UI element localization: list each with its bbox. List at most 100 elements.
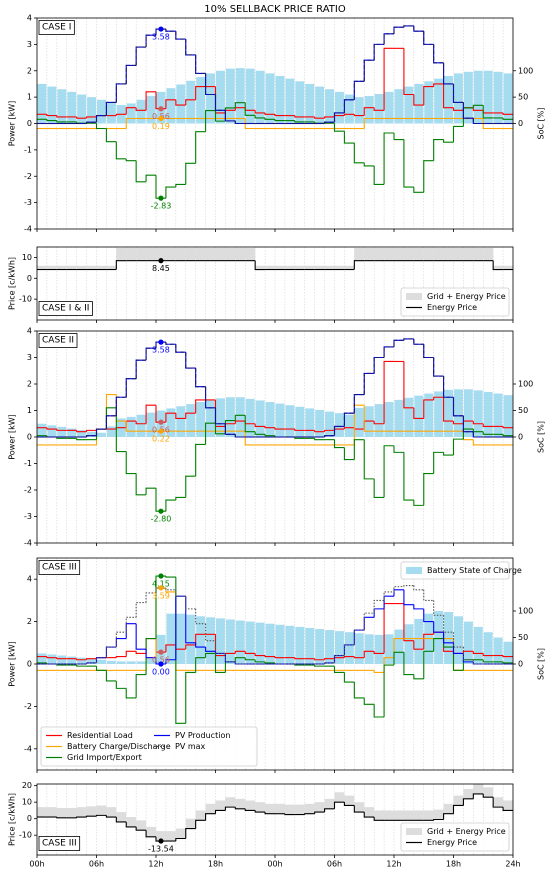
step-segment bbox=[165, 644, 176, 653]
step-segment bbox=[472, 118, 484, 125]
step-segment bbox=[115, 407, 127, 453]
step-segment bbox=[224, 423, 236, 435]
price-band bbox=[473, 784, 484, 794]
step-segment bbox=[195, 657, 206, 673]
x-tick-label: 06h bbox=[89, 860, 104, 869]
price-band bbox=[106, 807, 117, 818]
panel: 00h 06h 12h 18h 00h 06h 12h 18h 24h -10 0 10 20 Price… bbox=[8, 781, 521, 868]
step-segment bbox=[373, 356, 385, 374]
price-band bbox=[354, 248, 365, 261]
step-segment bbox=[185, 596, 196, 610]
step-segment bbox=[443, 83, 454, 109]
price-band bbox=[195, 810, 206, 821]
soc-bar bbox=[146, 96, 156, 124]
price-band bbox=[334, 265, 345, 270]
step-segment bbox=[86, 429, 97, 432]
step-segment bbox=[472, 431, 484, 438]
step-segment bbox=[244, 651, 256, 654]
y-tick-label: -4 bbox=[24, 744, 32, 753]
soc-bar bbox=[166, 613, 176, 664]
step-segment bbox=[165, 342, 176, 345]
soc-bar bbox=[57, 89, 67, 124]
soc-bar bbox=[136, 414, 146, 437]
x-tick-label: 00h bbox=[267, 860, 282, 869]
step-segment bbox=[304, 813, 315, 815]
soc-bar bbox=[434, 391, 444, 437]
panel: -4 -3 -2 -1 0 1 2 3 4 0 50 100 Power [kW] SoC [%] 3.58… bbox=[8, 14, 546, 234]
legend-swatch bbox=[406, 567, 422, 574]
soc-bar bbox=[186, 404, 196, 437]
step-segment bbox=[452, 642, 464, 654]
step-segment bbox=[195, 819, 206, 829]
panel-label-box bbox=[38, 560, 81, 575]
y-tick-label: 4 bbox=[27, 575, 32, 584]
price-band bbox=[324, 265, 335, 270]
step-segment bbox=[443, 452, 454, 456]
y-tick-label: -2 bbox=[24, 486, 32, 495]
step-segment bbox=[353, 260, 365, 270]
step-segment bbox=[502, 434, 513, 437]
step-segment bbox=[185, 162, 196, 185]
soc-bar bbox=[176, 613, 186, 664]
soc-bar bbox=[434, 78, 444, 124]
panel: -10 0 10 Price [c/kWh] 8.45 CASE I & II Grid +… bbox=[8, 246, 514, 323]
step-segment bbox=[125, 451, 137, 475]
step-segment bbox=[165, 499, 176, 512]
panel-label: CASE III bbox=[42, 839, 77, 849]
step-segment bbox=[254, 260, 266, 271]
step-segment bbox=[115, 260, 127, 270]
soc-bar bbox=[364, 634, 374, 664]
price-band bbox=[56, 265, 67, 270]
step-segment bbox=[343, 427, 355, 430]
soc-bar bbox=[335, 413, 344, 437]
price-band bbox=[126, 817, 137, 827]
step-segment bbox=[333, 801, 345, 809]
step-segment bbox=[363, 162, 375, 167]
annotation-dot bbox=[158, 573, 164, 579]
price-band bbox=[255, 265, 266, 270]
price-band bbox=[284, 265, 295, 270]
step-segment bbox=[314, 430, 325, 433]
step-segment bbox=[214, 809, 226, 814]
step-segment bbox=[95, 666, 107, 671]
soc-bar bbox=[225, 397, 235, 437]
step-segment bbox=[333, 439, 345, 449]
legend-label: Battery Charge/Discharge bbox=[67, 742, 171, 751]
step-segment bbox=[224, 110, 236, 122]
step-segment bbox=[115, 638, 127, 648]
y2-axis-label: SoC [%] bbox=[537, 648, 546, 680]
price-band bbox=[265, 803, 275, 814]
step-segment bbox=[125, 623, 137, 639]
step-segment bbox=[403, 652, 414, 676]
step-segment bbox=[105, 646, 117, 658]
step-segment bbox=[333, 112, 345, 123]
step-segment bbox=[234, 657, 246, 662]
y-tick-label: -2 bbox=[24, 702, 32, 711]
step-segment bbox=[76, 658, 87, 661]
y2-tick-label: 100 bbox=[518, 380, 533, 389]
soc-bar bbox=[473, 70, 483, 124]
step-segment bbox=[373, 421, 385, 425]
step-segment bbox=[244, 431, 256, 446]
step-segment bbox=[324, 429, 335, 432]
price-band bbox=[116, 248, 127, 261]
price-band bbox=[175, 248, 186, 261]
step-segment bbox=[482, 793, 494, 798]
soc-bar bbox=[434, 611, 444, 664]
price-band bbox=[116, 812, 127, 822]
price-band bbox=[255, 802, 266, 813]
step-segment bbox=[423, 160, 434, 193]
step-segment bbox=[363, 372, 375, 395]
step-segment bbox=[333, 654, 345, 663]
soc-bar bbox=[295, 81, 305, 124]
price-band bbox=[235, 798, 246, 809]
step-segment bbox=[76, 430, 87, 433]
step-segment bbox=[373, 165, 385, 185]
price-band bbox=[76, 265, 87, 270]
step-segment bbox=[502, 117, 513, 120]
step-segment bbox=[185, 99, 196, 106]
soc-bar bbox=[414, 395, 424, 437]
soc-bar bbox=[156, 634, 166, 664]
soc-bar bbox=[225, 68, 235, 124]
step-segment bbox=[472, 107, 484, 111]
